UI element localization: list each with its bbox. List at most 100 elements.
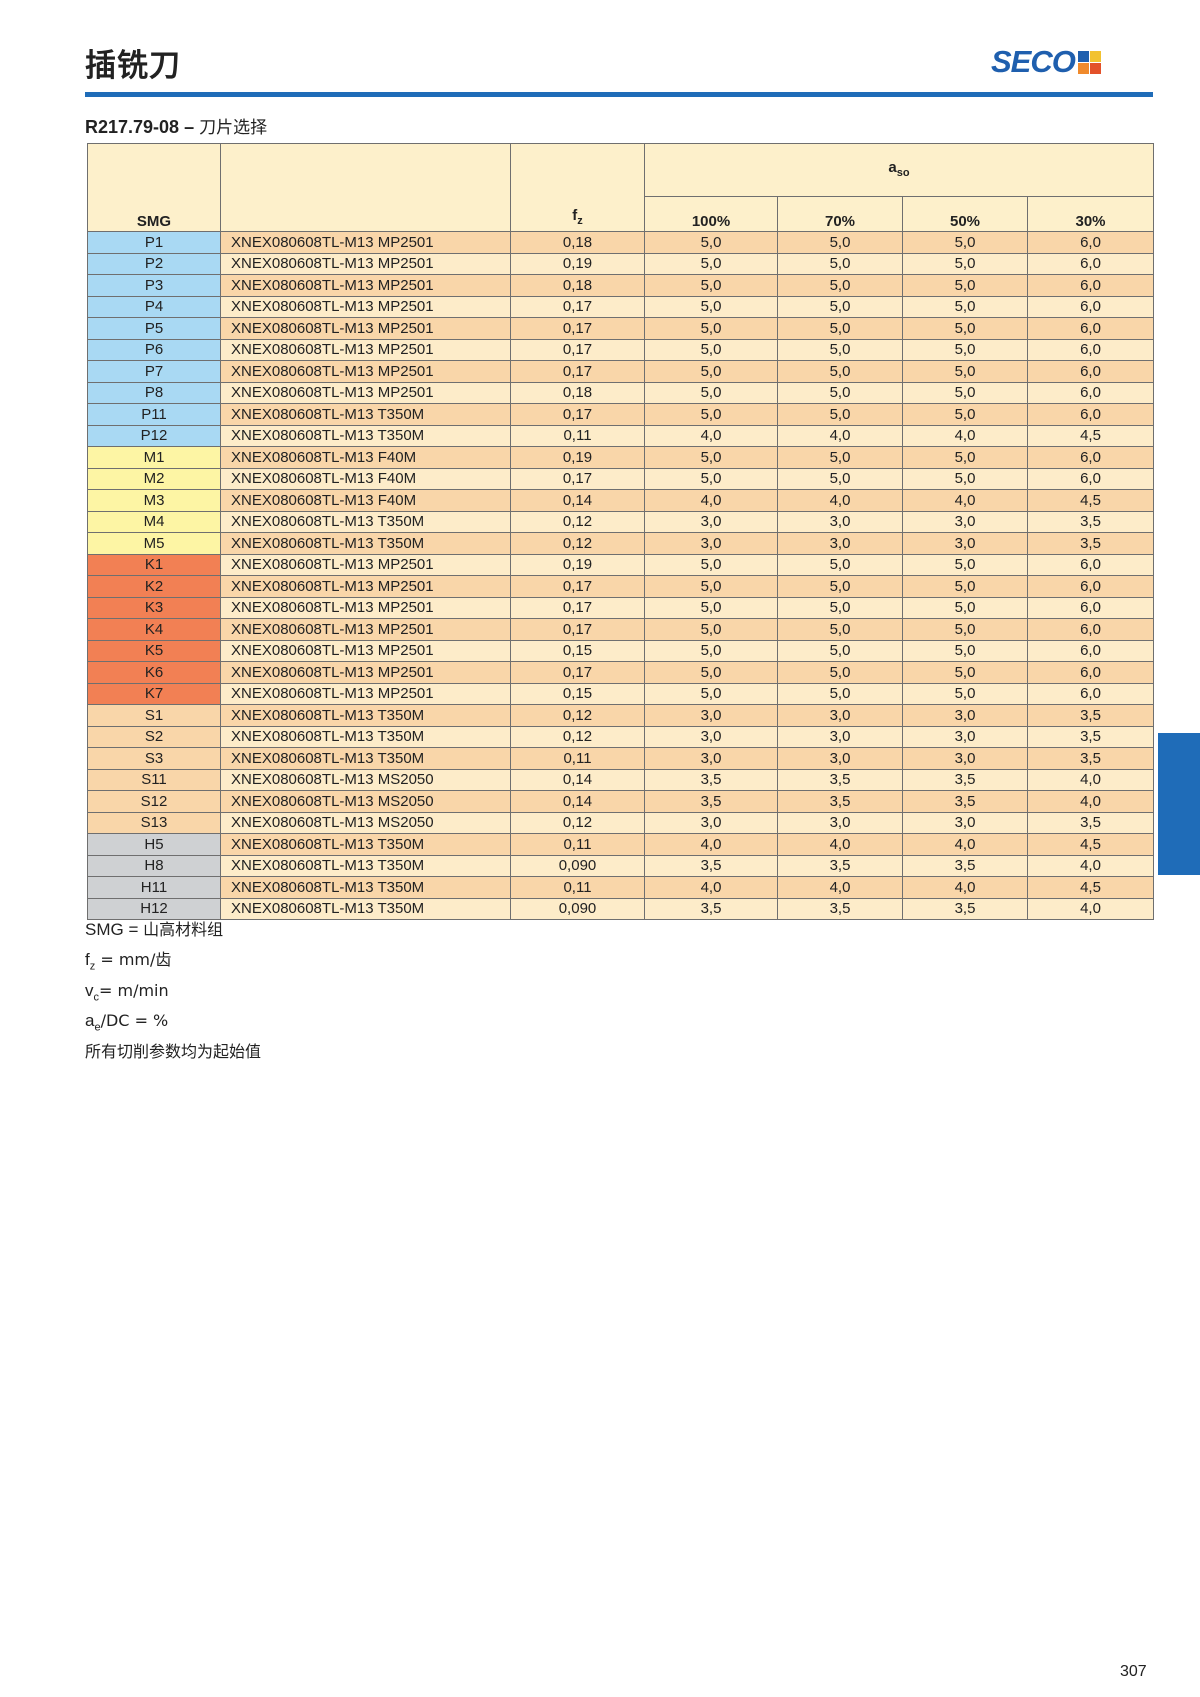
aso-cell: 5,0 — [902, 381, 1028, 404]
aso-cell: 5,0 — [644, 446, 778, 469]
insert-cell: XNEX080608TL-M13 MP2501 — [220, 360, 511, 383]
table-row: M2 XNEX080608TL-M13 F40M 0,17 5,0 5,0 5,0 6,0 — [87, 467, 1154, 490]
aso-cell: 5,0 — [902, 252, 1028, 275]
table-row: M4 XNEX080608TL-M13 T350M 0,12 3,0 3,0 3,0 3,5 — [87, 510, 1154, 533]
table-row: P6 XNEX080608TL-M13 MP2501 0,17 5,0 5,0 5,0 6,… — [87, 338, 1154, 361]
smg-cell: P8 — [87, 381, 221, 404]
header-fz: fz — [510, 143, 645, 232]
insert-cell: XNEX080608TL-M13 MP2501 — [220, 639, 511, 662]
aso-cell: 3,0 — [644, 725, 778, 748]
legend-item: 所有切削参数均为起始值 — [85, 1041, 262, 1061]
fz-cell: 0,17 — [510, 403, 645, 426]
aso-cell: 3,0 — [777, 510, 903, 533]
fz-cell: 0,17 — [510, 596, 645, 619]
smg-cell: P11 — [87, 403, 221, 426]
aso-cell: 6,0 — [1027, 639, 1154, 662]
table-row: P4 XNEX080608TL-M13 MP2501 0,17 5,0 5,0 5,0 6,… — [87, 295, 1154, 318]
table-row: M5 XNEX080608TL-M13 T350M 0,12 3,0 3,0 3,0 3,5 — [87, 532, 1154, 555]
aso-cell: 4,0 — [644, 424, 778, 447]
table-row: S2 XNEX080608TL-M13 T350M 0,12 3,0 3,0 3,0 3,5 — [87, 725, 1154, 748]
fz-cell: 0,17 — [510, 661, 645, 684]
fz-cell: 0,11 — [510, 747, 645, 770]
insert-cell: XNEX080608TL-M13 T350M — [220, 532, 511, 555]
smg-cell: K3 — [87, 596, 221, 619]
aso-cell: 5,0 — [902, 403, 1028, 426]
aso-cell: 4,0 — [902, 876, 1028, 899]
table-row: P12 XNEX080608TL-M13 T350M 0,11 4,0 4,0 4,0 4,… — [87, 424, 1154, 447]
insert-cell: XNEX080608TL-M13 MP2501 — [220, 661, 511, 684]
aso-cell: 3,0 — [777, 747, 903, 770]
aso-cell: 3,5 — [777, 897, 903, 920]
insert-cell: XNEX080608TL-M13 T350M — [220, 876, 511, 899]
aso-cell: 3,0 — [902, 704, 1028, 727]
header-aso: aso — [644, 143, 1154, 197]
aso-cell: 5,0 — [644, 403, 778, 426]
smg-cell: P4 — [87, 295, 221, 318]
aso-cell: 5,0 — [777, 446, 903, 469]
aso-cell: 5,0 — [644, 618, 778, 641]
fz-cell: 0,14 — [510, 768, 645, 791]
smg-cell: P5 — [87, 317, 221, 340]
seco-logo: SECO — [991, 44, 1101, 80]
fz-cell: 0,17 — [510, 575, 645, 598]
aso-cell: 3,5 — [902, 897, 1028, 920]
aso-cell: 3,5 — [644, 854, 778, 877]
section-title: R217.79-08 – 刀片选择 — [85, 113, 267, 138]
insert-cell: XNEX080608TL-M13 T350M — [220, 510, 511, 533]
aso-cell: 5,0 — [644, 467, 778, 490]
insert-cell: XNEX080608TL-M13 T350M — [220, 747, 511, 770]
insert-cell: XNEX080608TL-M13 MS2050 — [220, 768, 511, 791]
aso-cell: 3,5 — [644, 790, 778, 813]
smg-cell: K6 — [87, 661, 221, 684]
aso-cell: 5,0 — [644, 317, 778, 340]
smg-cell: M2 — [87, 467, 221, 490]
table-row: P5 XNEX080608TL-M13 MP2501 0,17 5,0 5,0 5,0 6,… — [87, 317, 1154, 340]
fz-cell: 0,11 — [510, 833, 645, 856]
aso-cell: 3,5 — [1027, 532, 1154, 555]
aso-cell: 5,0 — [902, 596, 1028, 619]
aso-cell: 6,0 — [1027, 231, 1154, 254]
legend-item: ae/DC = % — [85, 1011, 169, 1034]
aso-cell: 5,0 — [902, 295, 1028, 318]
fz-cell: 0,12 — [510, 510, 645, 533]
smg-cell: K2 — [87, 575, 221, 598]
smg-cell: S12 — [87, 790, 221, 813]
insert-cell: XNEX080608TL-M13 MS2050 — [220, 790, 511, 813]
insert-cell: XNEX080608TL-M13 MP2501 — [220, 295, 511, 318]
header-pct-30: 30% — [1027, 196, 1154, 232]
aso-cell: 4,5 — [1027, 424, 1154, 447]
aso-cell: 6,0 — [1027, 618, 1154, 641]
fz-cell: 0,12 — [510, 725, 645, 748]
aso-cell: 6,0 — [1027, 295, 1154, 318]
insert-cell: XNEX080608TL-M13 F40M — [220, 467, 511, 490]
aso-cell: 5,0 — [644, 295, 778, 318]
aso-cell: 5,0 — [902, 618, 1028, 641]
aso-cell: 5,0 — [777, 338, 903, 361]
logo-mark-icon — [1077, 50, 1101, 74]
aso-cell: 6,0 — [1027, 338, 1154, 361]
aso-cell: 4,0 — [777, 876, 903, 899]
legend: SMG = 山高材料组 fz = mm/齿 vc= m/min ae/DC = % 所有… — [85, 918, 261, 1070]
fz-cell: 0,18 — [510, 231, 645, 254]
aso-cell: 5,0 — [902, 231, 1028, 254]
aso-cell: 4,5 — [1027, 876, 1154, 899]
aso-cell: 4,0 — [1027, 897, 1154, 920]
section-code: R217.79-08 – — [85, 117, 200, 137]
aso-cell: 5,0 — [644, 639, 778, 662]
aso-cell: 6,0 — [1027, 682, 1154, 705]
aso-cell: 4,5 — [1027, 489, 1154, 512]
table-row: P7 XNEX080608TL-M13 MP2501 0,17 5,0 5,0 5,0 6,… — [87, 360, 1154, 383]
aso-cell: 6,0 — [1027, 252, 1154, 275]
smg-cell: K1 — [87, 553, 221, 576]
smg-cell: P1 — [87, 231, 221, 254]
aso-cell: 3,5 — [777, 790, 903, 813]
smg-cell: H12 — [87, 897, 221, 920]
insert-cell: XNEX080608TL-M13 T350M — [220, 403, 511, 426]
table-row: K7 XNEX080608TL-M13 MP2501 0,15 5,0 5,0 5,0 6,… — [87, 682, 1154, 705]
fz-cell: 0,14 — [510, 790, 645, 813]
insert-cell: XNEX080608TL-M13 MP2501 — [220, 596, 511, 619]
table-row: P3 XNEX080608TL-M13 MP2501 0,18 5,0 5,0 5,0 6,… — [87, 274, 1154, 297]
aso-cell: 5,0 — [644, 231, 778, 254]
aso-cell: 5,0 — [902, 553, 1028, 576]
table-row: H12 XNEX080608TL-M13 T350M 0,090 3,5 3,5 3,5 4… — [87, 897, 1154, 920]
